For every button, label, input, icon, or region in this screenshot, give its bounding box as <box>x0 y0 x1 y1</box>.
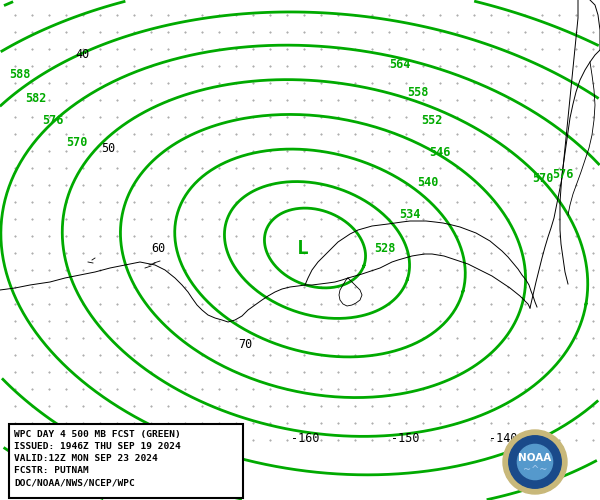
Text: -170: -170 <box>96 432 124 444</box>
Text: 40: 40 <box>75 48 89 62</box>
Text: NOAA: NOAA <box>518 453 551 463</box>
Text: -160: -160 <box>291 432 319 444</box>
Text: 552: 552 <box>421 114 443 126</box>
Text: 576: 576 <box>553 168 574 181</box>
Text: 588: 588 <box>10 68 31 82</box>
Text: 534: 534 <box>107 472 128 484</box>
Text: 50: 50 <box>101 142 115 154</box>
Text: 564: 564 <box>389 58 410 71</box>
Text: 70: 70 <box>238 338 252 351</box>
Text: WPC DAY 4 500 MB FCST (GREEN)
ISSUED: 1946Z THU SEP 19 2024
VALID:12Z MON SEP 23: WPC DAY 4 500 MB FCST (GREEN) ISSUED: 19… <box>14 430 181 488</box>
Text: -140: -140 <box>489 432 517 444</box>
Text: ~^~: ~^~ <box>523 465 547 475</box>
Text: 540: 540 <box>418 176 439 190</box>
Text: 570: 570 <box>532 172 554 184</box>
Text: -150: -150 <box>391 432 419 444</box>
Text: 558: 558 <box>407 86 428 98</box>
Text: 534: 534 <box>400 208 421 222</box>
Text: -168: -168 <box>186 432 214 444</box>
Text: 60: 60 <box>151 242 165 254</box>
Text: 570: 570 <box>67 136 88 148</box>
Text: 582: 582 <box>25 92 47 104</box>
FancyBboxPatch shape <box>9 424 243 498</box>
Circle shape <box>509 436 561 488</box>
Text: 528: 528 <box>374 242 395 254</box>
Text: L: L <box>297 238 309 258</box>
Text: 540: 540 <box>154 456 176 469</box>
Text: 576: 576 <box>43 114 64 126</box>
Circle shape <box>517 444 553 480</box>
Circle shape <box>503 430 567 494</box>
Text: 546: 546 <box>430 146 451 158</box>
